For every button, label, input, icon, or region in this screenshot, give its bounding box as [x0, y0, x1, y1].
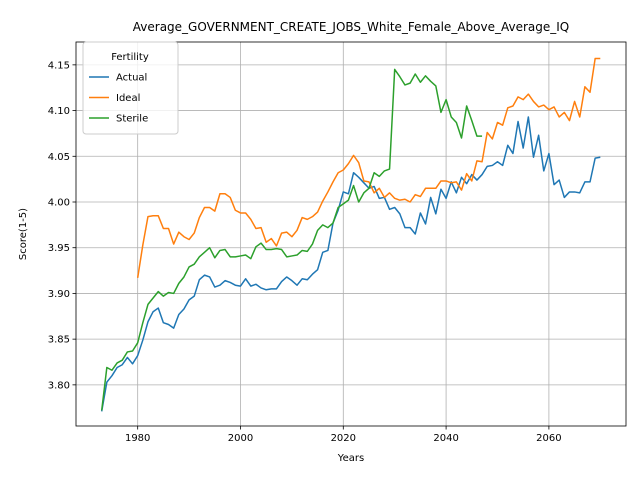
x-tick-label: 1980 [125, 433, 150, 444]
series-line-ideal [136, 57, 601, 279]
legend-label-ideal: Ideal [116, 93, 140, 104]
chart-title: Average_GOVERNMENT_CREATE_JOBS_White_Fem… [133, 20, 569, 34]
legend-box [82, 41, 179, 135]
legend-title: Fertility [111, 52, 149, 63]
y-axis-label: Score(1-5) [18, 208, 29, 260]
series-lines [100, 57, 601, 412]
legend-label-actual: Actual [116, 73, 147, 84]
x-axis-ticks: 1980 2000 2020 2040 2060 [125, 426, 562, 444]
y-tick-label: 3.90 [48, 289, 70, 300]
x-tick-label: 2000 [228, 433, 253, 444]
x-tick-label: 2040 [433, 433, 458, 444]
y-tick-label: 4.00 [48, 198, 70, 209]
x-axis-label: Years [337, 453, 364, 464]
legend: Fertility Actual Ideal Sterile [82, 41, 179, 135]
series-line-sterile [100, 68, 483, 411]
x-tick-label: 2060 [536, 433, 561, 444]
y-tick-label: 3.80 [48, 380, 70, 391]
legend-label-sterile: Sterile [116, 114, 148, 125]
y-axis-ticks: 3.80 3.85 3.90 3.95 4.00 4.05 4.10 4.15 [48, 60, 76, 391]
series-line-actual [100, 116, 601, 412]
y-tick-label: 3.95 [48, 243, 70, 254]
y-tick-label: 4.05 [48, 152, 70, 163]
y-tick-label: 3.85 [48, 335, 70, 346]
y-tick-label: 4.15 [48, 60, 70, 71]
x-tick-label: 2020 [331, 433, 356, 444]
plot-frame [75, 41, 627, 427]
y-tick-label: 4.10 [48, 106, 70, 117]
